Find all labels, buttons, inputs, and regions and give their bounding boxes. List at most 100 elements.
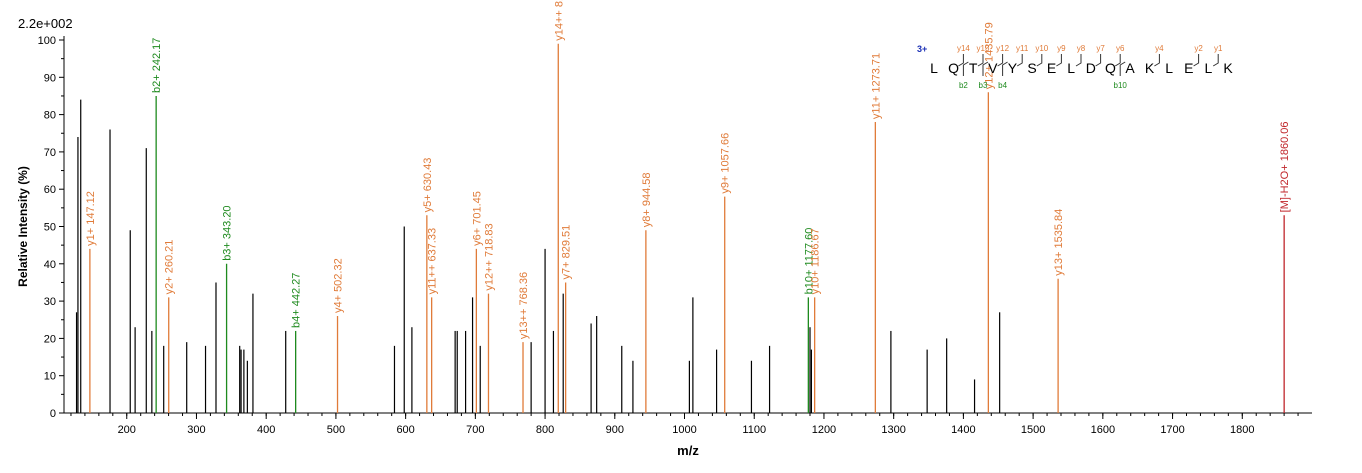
peak-label: y8+ 944.58 xyxy=(641,172,653,227)
y-ion-bracket xyxy=(958,54,964,67)
y-ion-bracket xyxy=(1075,54,1082,67)
y-ion-marker: y10 xyxy=(1035,44,1048,53)
y-ion-marker: y14 xyxy=(957,44,970,53)
sequence-residue: K xyxy=(1145,60,1155,76)
x-tick-label: 1600 xyxy=(1091,424,1115,436)
y-ion-bracket xyxy=(1036,54,1043,67)
y-ion-marker: y1 xyxy=(1214,44,1223,53)
x-tick-label: 900 xyxy=(606,424,624,436)
sequence-residue: L xyxy=(1205,60,1213,76)
x-tick-label: 1100 xyxy=(742,424,766,436)
x-tick-label: 400 xyxy=(257,424,275,436)
b-ion-bracket xyxy=(962,61,969,76)
sequence-residue: E xyxy=(1184,60,1193,76)
sequence-residue: L xyxy=(1165,60,1173,76)
peak-label: b3+ 343.20 xyxy=(222,205,234,260)
y-tick-label: 60 xyxy=(44,184,56,196)
y-ion-bracket xyxy=(1095,54,1102,67)
x-tick-label: 1200 xyxy=(812,424,836,436)
y-ion-marker: y8 xyxy=(1077,44,1086,53)
peak-label: y1+ 147.12 xyxy=(85,191,97,246)
y-ion-bracket xyxy=(1056,54,1062,67)
x-tick-label: 700 xyxy=(466,424,484,436)
y-tick-label: 30 xyxy=(44,296,56,308)
sequence-residue: L xyxy=(930,60,938,76)
peak-label: y13++ 768.36 xyxy=(518,272,530,339)
peak-label: y14++ 818.9 xyxy=(553,0,565,41)
x-tick-label: 1400 xyxy=(951,424,975,436)
sequence-residue: Q xyxy=(1105,60,1116,76)
x-tick-label: 500 xyxy=(327,424,345,436)
sequence-residue: D xyxy=(1086,60,1096,76)
y-ion-marker: y9 xyxy=(1057,44,1066,53)
b-ion-bracket xyxy=(982,61,989,76)
peak-label: b2+ 242.17 xyxy=(151,38,163,93)
sequence-residue: L xyxy=(1067,60,1075,76)
y-tick-label: 20 xyxy=(44,333,56,345)
sequence-residue: Q xyxy=(948,60,959,76)
b-ion-bracket xyxy=(1002,61,1008,76)
peak-label: y10+ 1186.67 xyxy=(810,228,822,294)
x-tick-label: 600 xyxy=(396,424,414,436)
peak-label: y13+ 1535.84 xyxy=(1053,209,1065,276)
peak-label: b10+ 1177.60 xyxy=(803,228,815,295)
x-tick-label: 1800 xyxy=(1230,424,1254,436)
x-tick-label: 1500 xyxy=(1021,424,1045,436)
peak-label: y9+ 1057.66 xyxy=(720,133,732,194)
y-tick-label: 40 xyxy=(44,259,56,271)
peak-label: y12++ 718.83 xyxy=(483,223,495,290)
sequence-residue: Y xyxy=(1008,60,1018,76)
y-tick-label: 80 xyxy=(44,110,56,122)
sequence-residue: T xyxy=(969,60,978,76)
sequence-residue: E xyxy=(1047,60,1056,76)
charge-state-label: 3+ xyxy=(917,44,927,54)
sequence-residue: A xyxy=(1125,60,1135,76)
y-ion-bracket xyxy=(1114,54,1121,67)
peak-label: y11+ 1273.71 xyxy=(870,53,882,119)
sequence-residue: K xyxy=(1223,60,1233,76)
peak-label: b4+ 442.27 xyxy=(291,273,303,328)
y-ion-marker: y6 xyxy=(1116,44,1125,53)
sequence-residue: V xyxy=(988,60,998,76)
x-tick-label: 1700 xyxy=(1160,424,1184,436)
y-ion-bracket xyxy=(977,54,984,67)
b-ion-bracket xyxy=(1119,61,1126,76)
b-ion-marker: b10 xyxy=(1114,81,1128,90)
y-tick-label: 50 xyxy=(44,222,56,234)
sequence-residue: S xyxy=(1027,60,1036,76)
x-tick-label: 1000 xyxy=(672,424,696,436)
y-ion-bracket xyxy=(1016,54,1023,67)
b-ion-marker: b2 xyxy=(959,81,968,90)
peak-label: y11++ 637.33 xyxy=(427,228,439,294)
y-ion-marker: y4 xyxy=(1155,44,1164,53)
peak-label: y6+ 701.45 xyxy=(471,191,483,246)
x-tick-label: 300 xyxy=(187,424,205,436)
y-ion-bracket xyxy=(1212,54,1219,67)
b-ion-marker: b3 xyxy=(979,81,988,90)
peak-label: y2+ 260.21 xyxy=(164,240,176,295)
x-tick-label: 800 xyxy=(536,424,554,436)
y-ion-marker: y13 xyxy=(977,44,990,53)
x-axis-title: m/z xyxy=(677,443,699,458)
y-ion-bracket xyxy=(997,54,1004,67)
y-tick-label: 100 xyxy=(38,35,56,47)
intensity-scale-label: 2.2e+002 xyxy=(18,16,73,31)
y-tick-label: 0 xyxy=(50,408,56,420)
peak-label: [M]-H2O+ 1860.06 xyxy=(1279,121,1291,212)
y-ion-bracket xyxy=(1154,54,1160,67)
y-axis-title: Relative Intensity (%) xyxy=(16,166,30,287)
peak-label: y7+ 829.51 xyxy=(561,225,573,280)
peak-label: y5+ 630.43 xyxy=(422,158,434,213)
y-ion-marker: y11 xyxy=(1016,44,1029,53)
y-tick-label: 70 xyxy=(44,147,56,159)
y-ion-marker: y2 xyxy=(1194,44,1203,53)
b-ion-marker: b4 xyxy=(998,81,1007,90)
y-tick-label: 10 xyxy=(44,371,56,383)
y-ion-marker: y12 xyxy=(996,44,1009,53)
y-tick-label: 90 xyxy=(44,72,56,84)
peak-label: y4+ 502.32 xyxy=(333,258,345,313)
y-ion-bracket xyxy=(1193,54,1200,67)
x-tick-label: 1300 xyxy=(881,424,905,436)
x-tick-label: 200 xyxy=(118,424,136,436)
